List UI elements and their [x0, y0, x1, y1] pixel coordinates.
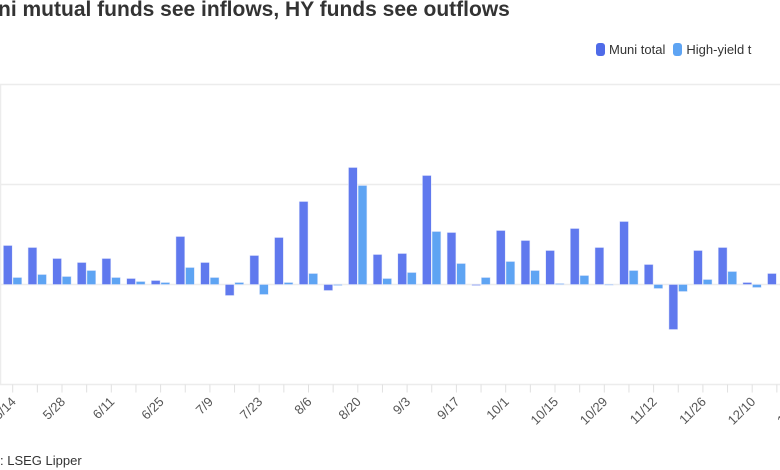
bar-high-yield-6/18 — [136, 281, 146, 285]
x-tick-label: 7/9 — [193, 394, 216, 417]
bar-muni-6/25 — [151, 280, 161, 285]
x-tick-label: 5/14 — [0, 394, 19, 423]
bar-high-yield-10/15 — [555, 283, 565, 285]
bar-muni-9/3 — [397, 253, 407, 285]
x-tick-label: 8/20 — [335, 394, 364, 423]
bar-muni-9/24 — [471, 284, 481, 286]
bar-high-yield-9/24 — [481, 277, 491, 285]
bar-muni-7/16 — [225, 284, 235, 296]
bar-high-yield-6/4 — [86, 270, 96, 285]
bar-high-yield-10/29 — [604, 284, 614, 286]
legend-label-high-yield: High-yield t — [686, 42, 752, 57]
bar-high-yield-10/22 — [579, 275, 590, 285]
legend-item-high-yield[interactable]: High-yield t — [673, 42, 751, 57]
bar-muni-5/21 — [27, 247, 38, 285]
bar-muni-12/10 — [742, 282, 752, 285]
bar-muni-7/2 — [175, 236, 185, 285]
bar-muni-6/4 — [77, 262, 87, 285]
bar-muni-9/17 — [446, 232, 457, 285]
bar-high-yield-7/23 — [259, 284, 269, 295]
bar-high-yield-11/5 — [629, 270, 639, 285]
x-tick-label: 12/10 — [725, 394, 759, 428]
legend-label-muni: Muni total — [609, 42, 666, 57]
bar-high-yield-11/12 — [653, 284, 663, 289]
bar-high-yield-9/17 — [456, 263, 466, 285]
bar-muni-12/3 — [718, 247, 728, 285]
x-tick-label: 8/6 — [291, 394, 314, 417]
bar-muni-11/19 — [668, 284, 679, 330]
bar-high-yield-8/20 — [357, 185, 368, 285]
bar-muni-6/11 — [101, 258, 112, 285]
bar-muni-7/23 — [249, 255, 259, 285]
bar-muni-8/6 — [298, 201, 309, 285]
bar-muni-8/20 — [348, 167, 358, 285]
x-tick-label: 12/24 — [774, 394, 780, 428]
bar-high-yield-5/14 — [12, 277, 23, 285]
source-note: : LSEG Lipper — [0, 453, 82, 468]
bar-high-yield-8/27 — [382, 278, 392, 285]
bar-high-yield-8/6 — [308, 273, 318, 285]
bar-muni-6/18 — [126, 278, 136, 285]
x-tick-label: 5/28 — [40, 394, 69, 423]
bar-muni-12/17 — [767, 273, 777, 285]
x-tick-label: 11/26 — [676, 394, 709, 427]
bar-muni-10/8 — [520, 240, 531, 285]
bar-high-yield-10/1 — [505, 261, 516, 285]
bar-muni-7/9 — [200, 262, 210, 285]
bar-muni-10/29 — [594, 247, 605, 285]
bar-muni-11/12 — [644, 264, 654, 285]
bar-muni-5/28 — [52, 258, 62, 285]
legend-swatch-muni — [596, 43, 605, 56]
bar-high-yield-7/30 — [283, 282, 294, 285]
x-tick-label: 6/25 — [138, 394, 167, 423]
legend-swatch-high-yield — [673, 43, 683, 56]
x-tick-label: 10/1 — [483, 394, 512, 423]
bar-high-yield-7/2 — [185, 267, 195, 285]
bar-muni-11/5 — [619, 221, 629, 285]
bar-muni-10/15 — [545, 250, 555, 285]
bar-muni-8/27 — [372, 254, 383, 285]
bar-high-yield-7/16 — [234, 282, 244, 285]
bar-high-yield-11/19 — [678, 284, 688, 292]
bar-high-yield-6/11 — [111, 277, 121, 285]
bar-muni-9/10 — [422, 175, 432, 285]
bar-high-yield-10/8 — [530, 270, 540, 285]
bar-high-yield-5/21 — [37, 274, 47, 285]
x-tick-label: 7/23 — [237, 394, 266, 423]
bar-high-yield-9/3 — [407, 272, 417, 285]
bar-high-yield-9/10 — [431, 231, 442, 285]
bar-muni-5/14 — [3, 245, 13, 285]
legend: Muni total High-yield t — [596, 42, 759, 57]
bar-high-yield-12/3 — [727, 271, 737, 285]
bar-high-yield-12/10 — [752, 284, 762, 288]
bar-high-yield-8/13 — [333, 284, 343, 286]
bar-muni-10/22 — [570, 228, 580, 285]
bar-high-yield-5/28 — [62, 276, 72, 285]
bar-muni-7/30 — [274, 237, 284, 285]
x-tick-label: 9/17 — [434, 394, 463, 423]
bar-high-yield-6/25 — [160, 282, 170, 285]
x-tick-label: 11/12 — [627, 394, 660, 427]
x-tick-label: 6/11 — [90, 394, 118, 422]
x-tick-label: 10/15 — [528, 394, 562, 428]
chart-title: ni mutual funds see inflows, HY funds se… — [0, 0, 510, 21]
x-tick-label: 9/3 — [390, 394, 413, 417]
bar-high-yield-11/26 — [702, 279, 713, 285]
legend-item-muni[interactable]: Muni total — [596, 42, 665, 57]
bar-muni-10/1 — [496, 230, 506, 285]
x-tick-label: 10/29 — [577, 394, 611, 428]
bar-muni-11/26 — [693, 250, 703, 285]
bar-muni-8/13 — [323, 284, 333, 291]
bar-high-yield-7/9 — [209, 277, 220, 285]
